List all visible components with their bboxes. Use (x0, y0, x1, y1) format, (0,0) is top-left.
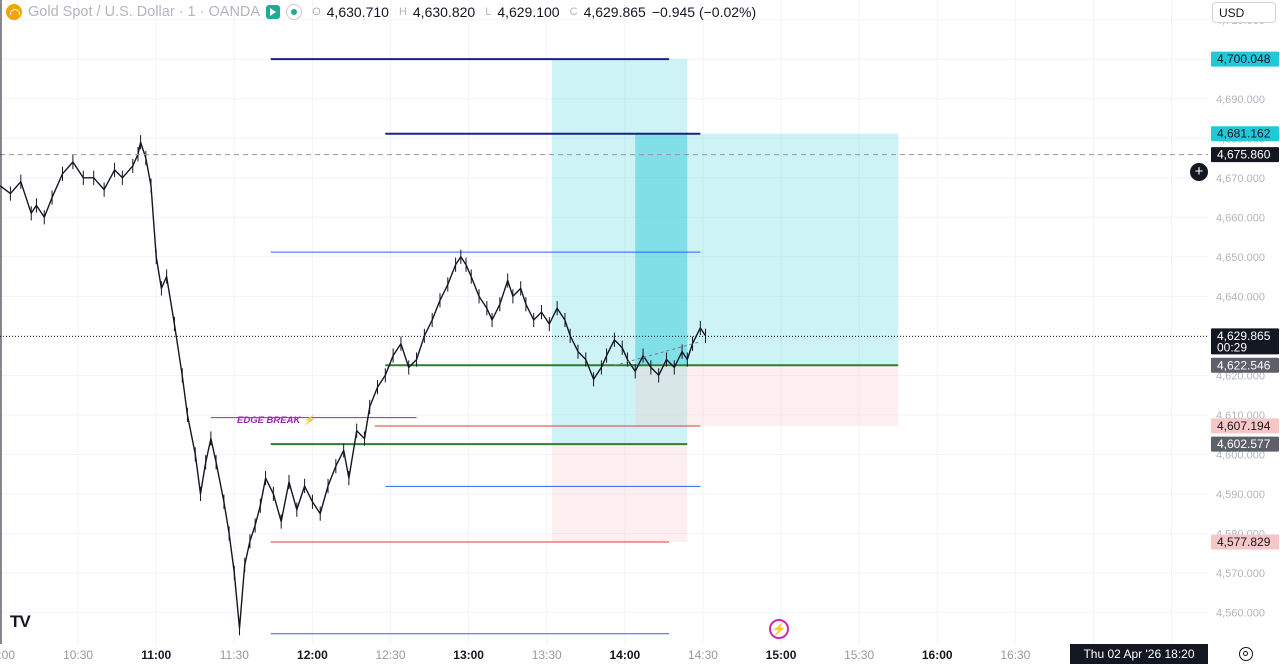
crosshair-date-badge: Thu 02 Apr '26 18:20 (1070, 644, 1208, 664)
stop-zone-1[interactable] (551, 444, 688, 542)
price-tick-label: 4,570.000 (1216, 568, 1265, 580)
time-tick-label: 12:30 (376, 648, 406, 662)
low-value: 4,629.100 (497, 4, 560, 20)
time-tick-label: 13:00 (453, 648, 484, 662)
price-tag-bg (1211, 357, 1279, 373)
close-value: 4,629.865 (583, 4, 646, 20)
price-tag-label: 4,681.162 (1217, 127, 1271, 141)
price-tag-bg (1211, 328, 1279, 355)
price-tag-bg (1211, 418, 1279, 434)
price-tick-label: 4,590.000 (1216, 489, 1265, 501)
target-zone-2-core[interactable] (635, 133, 688, 366)
price-tag-label: 4,622.546 (1217, 358, 1271, 372)
price-tag-label: 4,607.194 (1217, 419, 1271, 433)
price-tag-bg (1211, 51, 1279, 67)
flag-icon[interactable] (266, 5, 281, 19)
time-tick-label: 10:30 (63, 648, 93, 662)
time-tick-label: 15:00 (766, 648, 797, 662)
low-label: L (485, 6, 492, 18)
time-tick-label: 15:30 (844, 648, 874, 662)
stop-zone-2[interactable] (635, 365, 899, 426)
time-tick-label: 10:00 (0, 648, 15, 662)
price-tag-label: 4,700.048 (1217, 52, 1271, 66)
lightning-icon[interactable]: ⚡ (769, 619, 789, 639)
settings-icon[interactable] (1239, 647, 1253, 661)
price-tick-label: 4,620.000 (1216, 370, 1265, 382)
price-tag-bg (1211, 147, 1279, 163)
high-value: 4,630.820 (412, 4, 476, 20)
price-tag-countdown: 00:29 (1217, 340, 1247, 354)
high-label: H (398, 6, 407, 18)
price-tick-label: 4,690.000 (1216, 94, 1265, 106)
chart-legend: Gold Spot / U.S. Dollar · 1 · OANDA O 4,6… (6, 2, 756, 22)
currency-selector[interactable]: USD (1212, 2, 1276, 23)
time-tick-label: 14:30 (688, 648, 718, 662)
gold-symbol-icon (6, 4, 22, 20)
time-tick-label: 12:00 (297, 648, 328, 662)
price-tag-label: 4,602.577 (1217, 437, 1271, 451)
price-tag-label: 4,675.860 (1217, 148, 1271, 162)
time-tick-label: 11:30 (220, 648, 249, 662)
price-tag-bg (1211, 436, 1279, 452)
crosshair-plus-icon[interactable]: + (1190, 163, 1208, 181)
price-tick-label: 4,560.000 (1216, 607, 1265, 619)
price-tag-label: 4,629.865 (1217, 329, 1271, 343)
open-value: 4,630.710 (326, 4, 389, 20)
change-value: −0.945 (−0.02%) (651, 4, 757, 20)
price-tick-label: 4,670.000 (1216, 173, 1265, 185)
price-tag-bg (1211, 534, 1279, 550)
price-tag-label: 4,577.829 (1217, 535, 1271, 549)
symbol-title[interactable]: Gold Spot / U.S. Dollar · 1 · OANDA (28, 4, 261, 20)
live-dot-icon (286, 4, 303, 20)
target-zone-2[interactable] (635, 133, 899, 366)
time-tick-label: 16:00 (922, 648, 953, 662)
price-series-line (0, 141, 707, 629)
price-tag-bg (1211, 126, 1279, 142)
dashed-trend-line[interactable] (614, 341, 701, 366)
tradingview-logo[interactable]: TV (10, 612, 31, 631)
open-label: O (312, 6, 321, 18)
time-tick-label: 13:30 (532, 648, 562, 662)
price-tick-label: 4,660.000 (1216, 212, 1265, 224)
price-tick-label: 4,650.000 (1216, 252, 1265, 264)
time-tick-label: 11:00 (141, 648, 171, 662)
edge-break-label: EDGE BREAK ⚡ (237, 415, 315, 426)
price-tick-label: 4,600.000 (1216, 449, 1265, 461)
time-tick-label: 14:00 (609, 648, 640, 662)
close-label: C (569, 6, 578, 18)
price-tick-label: 4,640.000 (1216, 291, 1265, 303)
time-tick-label: 16:30 (1000, 648, 1030, 662)
